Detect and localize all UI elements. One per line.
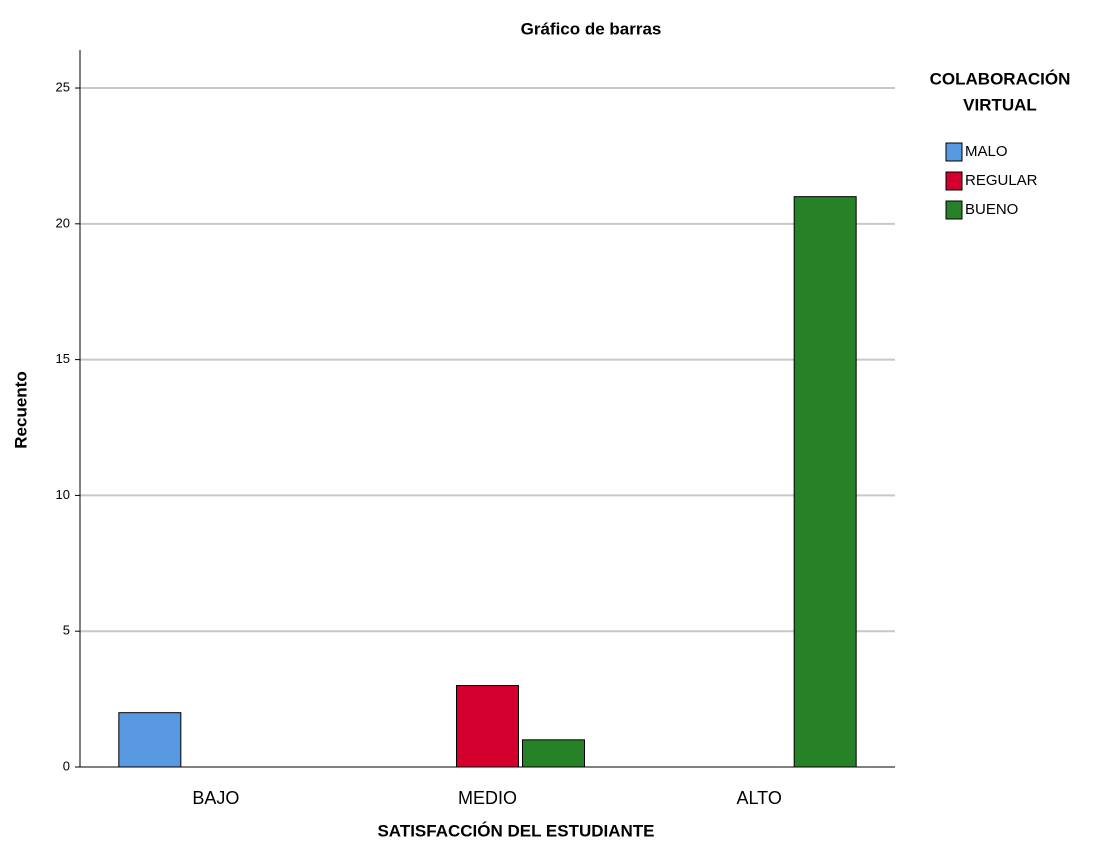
legend-label: MALO	[965, 143, 1008, 160]
y-axis-label: Recuento	[11, 371, 30, 448]
legend-label: BUENO	[965, 201, 1018, 218]
chart-title: Gráfico de barras	[521, 19, 662, 38]
y-tick-label: 20	[56, 215, 70, 230]
x-tick-label: ALTO	[736, 788, 781, 808]
y-tick-label: 10	[56, 487, 70, 502]
legend-title: COLABORACIÓN	[930, 69, 1071, 88]
y-tick-label: 5	[63, 623, 70, 638]
y-tick-label: 0	[63, 758, 70, 773]
y-tick-label: 15	[56, 351, 70, 366]
x-tick-label: MEDIO	[458, 788, 517, 808]
legend-title: VIRTUAL	[963, 95, 1037, 114]
y-tick-label: 25	[56, 79, 70, 94]
x-axis-label: SATISFACCIÓN DEL ESTUDIANTE	[377, 821, 654, 840]
legend-swatch	[945, 142, 963, 162]
bar	[793, 196, 857, 768]
bar	[118, 712, 182, 768]
x-tick-label: BAJO	[192, 788, 239, 808]
legend-label: REGULAR	[965, 172, 1038, 189]
bar	[522, 739, 585, 768]
bar	[456, 685, 519, 768]
legend-swatch	[945, 171, 963, 191]
legend-swatch	[945, 200, 963, 220]
